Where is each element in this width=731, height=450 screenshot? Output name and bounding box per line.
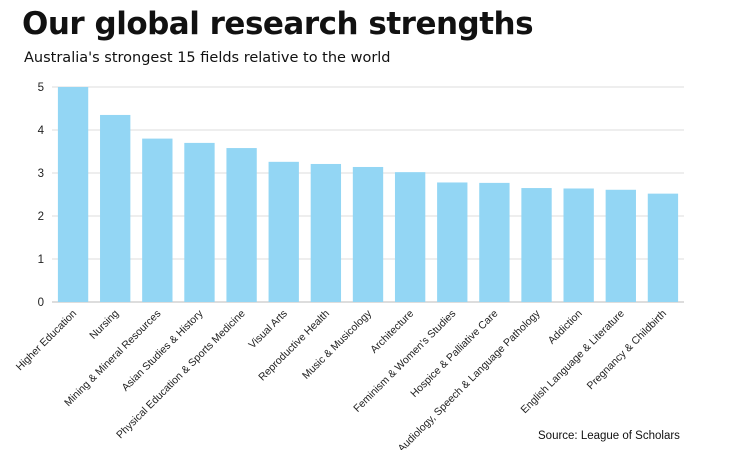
chart-subtitle: Australia's strongest 15 fields relative… [24,50,391,66]
bar [437,182,468,302]
bar [310,163,342,302]
bar [647,193,679,302]
bar [352,166,384,302]
source-note: Source: League of Scholars [538,430,680,442]
x-tick-label: Addiction [546,308,585,347]
x-tick-label: Reproductive Health [256,308,332,384]
x-tick-label: Visual Arts [246,308,289,351]
bar [142,138,173,302]
bar [268,161,299,302]
x-tick-label: Pregnancy & Childbirth [585,308,670,393]
x-tick-label: Higher Education [14,308,80,374]
bar [605,189,636,302]
y-tick-label: 3 [38,168,44,180]
bar [563,188,594,302]
y-tick-label: 0 [38,297,44,309]
x-tick-label: Asian Studies & History [120,307,207,394]
y-tick-label: 4 [38,125,45,137]
bar [479,182,510,302]
bar [394,172,426,302]
x-tick-label: Nursing [87,308,121,342]
bar [100,114,131,302]
x-tick-label: Audiology, Speech & Language Pathology [396,307,544,450]
bar [57,87,89,302]
y-tick-label: 2 [38,211,44,223]
x-tick-label: Music & Musicology [300,307,375,382]
chart-title: Our global research strengths [22,6,534,42]
bar [226,148,257,302]
bar [521,188,552,302]
bar [184,142,215,302]
y-tick-label: 1 [38,254,44,266]
y-tick-label: 5 [38,82,44,94]
